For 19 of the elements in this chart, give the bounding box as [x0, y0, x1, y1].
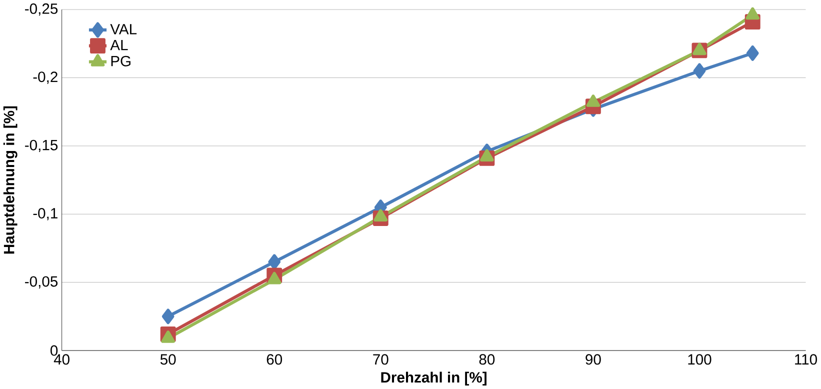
x-tick-label: 110 [795, 354, 817, 365]
x-tick-label: 90 [586, 354, 601, 365]
x-tick-label: 60 [266, 354, 282, 365]
x-tick-label: 40 [54, 354, 70, 365]
y-tick-label: -0,15 [25, 140, 58, 152]
y-tick-label: -0,1 [33, 208, 58, 220]
x-tick-label: 80 [479, 354, 495, 365]
y-tick-label: -0,25 [25, 3, 58, 16]
y-tick-label: -0,2 [33, 72, 58, 84]
y-tick-label: 0 [50, 345, 58, 356]
x-tick-label: 100 [688, 354, 712, 365]
legend-label: AL [110, 40, 128, 50]
x-tick-label: 50 [160, 354, 176, 365]
legend-label: VAL [110, 24, 137, 34]
x-axis-title: Drehzahl in [%] [381, 372, 486, 386]
y-axis-title: Hauptdehnung in [%] [3, 106, 18, 254]
y-tick-label: -0,05 [25, 276, 58, 288]
x-tick-label: 70 [373, 354, 388, 365]
legend-label: PG [111, 56, 130, 66]
